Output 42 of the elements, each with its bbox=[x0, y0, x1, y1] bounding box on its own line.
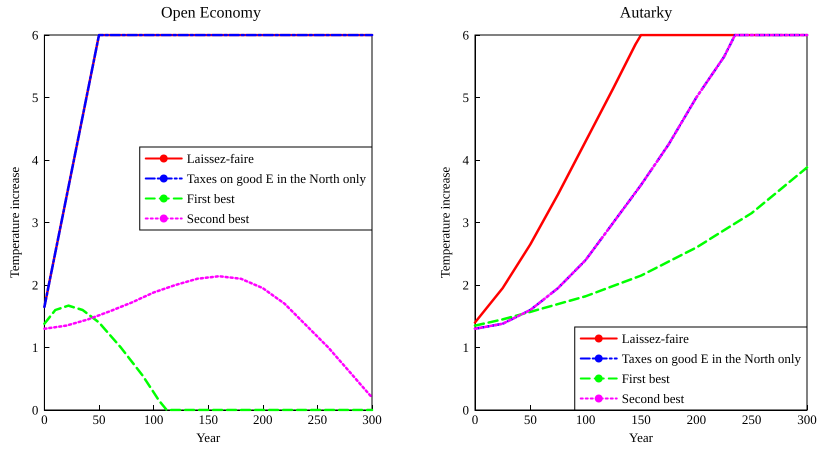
legend-label: Second best bbox=[622, 391, 685, 406]
x-tick-label: 50 bbox=[92, 412, 106, 427]
legend-label: Second best bbox=[186, 211, 250, 226]
line-series bbox=[474, 166, 808, 327]
x-tick-label: 300 bbox=[797, 412, 817, 427]
x-axis-title: Year bbox=[196, 430, 221, 445]
chart-title: Open Economy bbox=[161, 4, 261, 22]
legend-label: Taxes on good E in the North only bbox=[186, 171, 366, 186]
x-tick-label: 100 bbox=[576, 412, 596, 427]
y-tick-label: 3 bbox=[462, 215, 469, 230]
line-series bbox=[43, 275, 374, 399]
y-tick-label: 5 bbox=[462, 90, 469, 105]
y-axis-title: Temperature increase bbox=[7, 166, 22, 278]
y-tick-label: 2 bbox=[32, 278, 38, 292]
y-tick-label: 4 bbox=[32, 152, 39, 168]
x-tick-label: 150 bbox=[631, 412, 651, 427]
x-tick-label: 250 bbox=[742, 412, 762, 427]
x-tick-label: 50 bbox=[524, 412, 537, 427]
y-tick-label: 0 bbox=[32, 402, 38, 418]
legend-label: Laissez-faire bbox=[622, 331, 690, 346]
legend-label: Laissez-faire bbox=[186, 151, 254, 166]
y-tick-label: 1 bbox=[32, 340, 38, 355]
x-tick-label: 300 bbox=[362, 412, 382, 427]
y-tick-label: 5 bbox=[32, 90, 38, 105]
y-tick-label: 6 bbox=[32, 28, 39, 42]
x-tick-label: 200 bbox=[686, 412, 706, 427]
x-tick-label: 100 bbox=[144, 412, 164, 427]
y-tick-label: 1 bbox=[462, 340, 469, 355]
x-axis-title: Year bbox=[629, 430, 654, 445]
y-tick-label: 2 bbox=[462, 278, 469, 292]
x-tick-label: 250 bbox=[308, 412, 328, 427]
x-tick-label: 200 bbox=[253, 412, 273, 427]
y-tick-label: 4 bbox=[462, 152, 470, 168]
legend-label: First best bbox=[186, 191, 236, 206]
y-tick-label: 3 bbox=[32, 215, 38, 230]
legend-label: Taxes on good E in the North only bbox=[622, 351, 802, 366]
chart-title: Autarky bbox=[620, 4, 672, 22]
y-axis-title: Temperature increase bbox=[438, 166, 453, 278]
legend-label: First best bbox=[622, 371, 670, 386]
y-tick-label: 0 bbox=[462, 402, 469, 418]
x-tick-label: 150 bbox=[198, 412, 218, 427]
y-tick-label: 6 bbox=[462, 28, 470, 42]
